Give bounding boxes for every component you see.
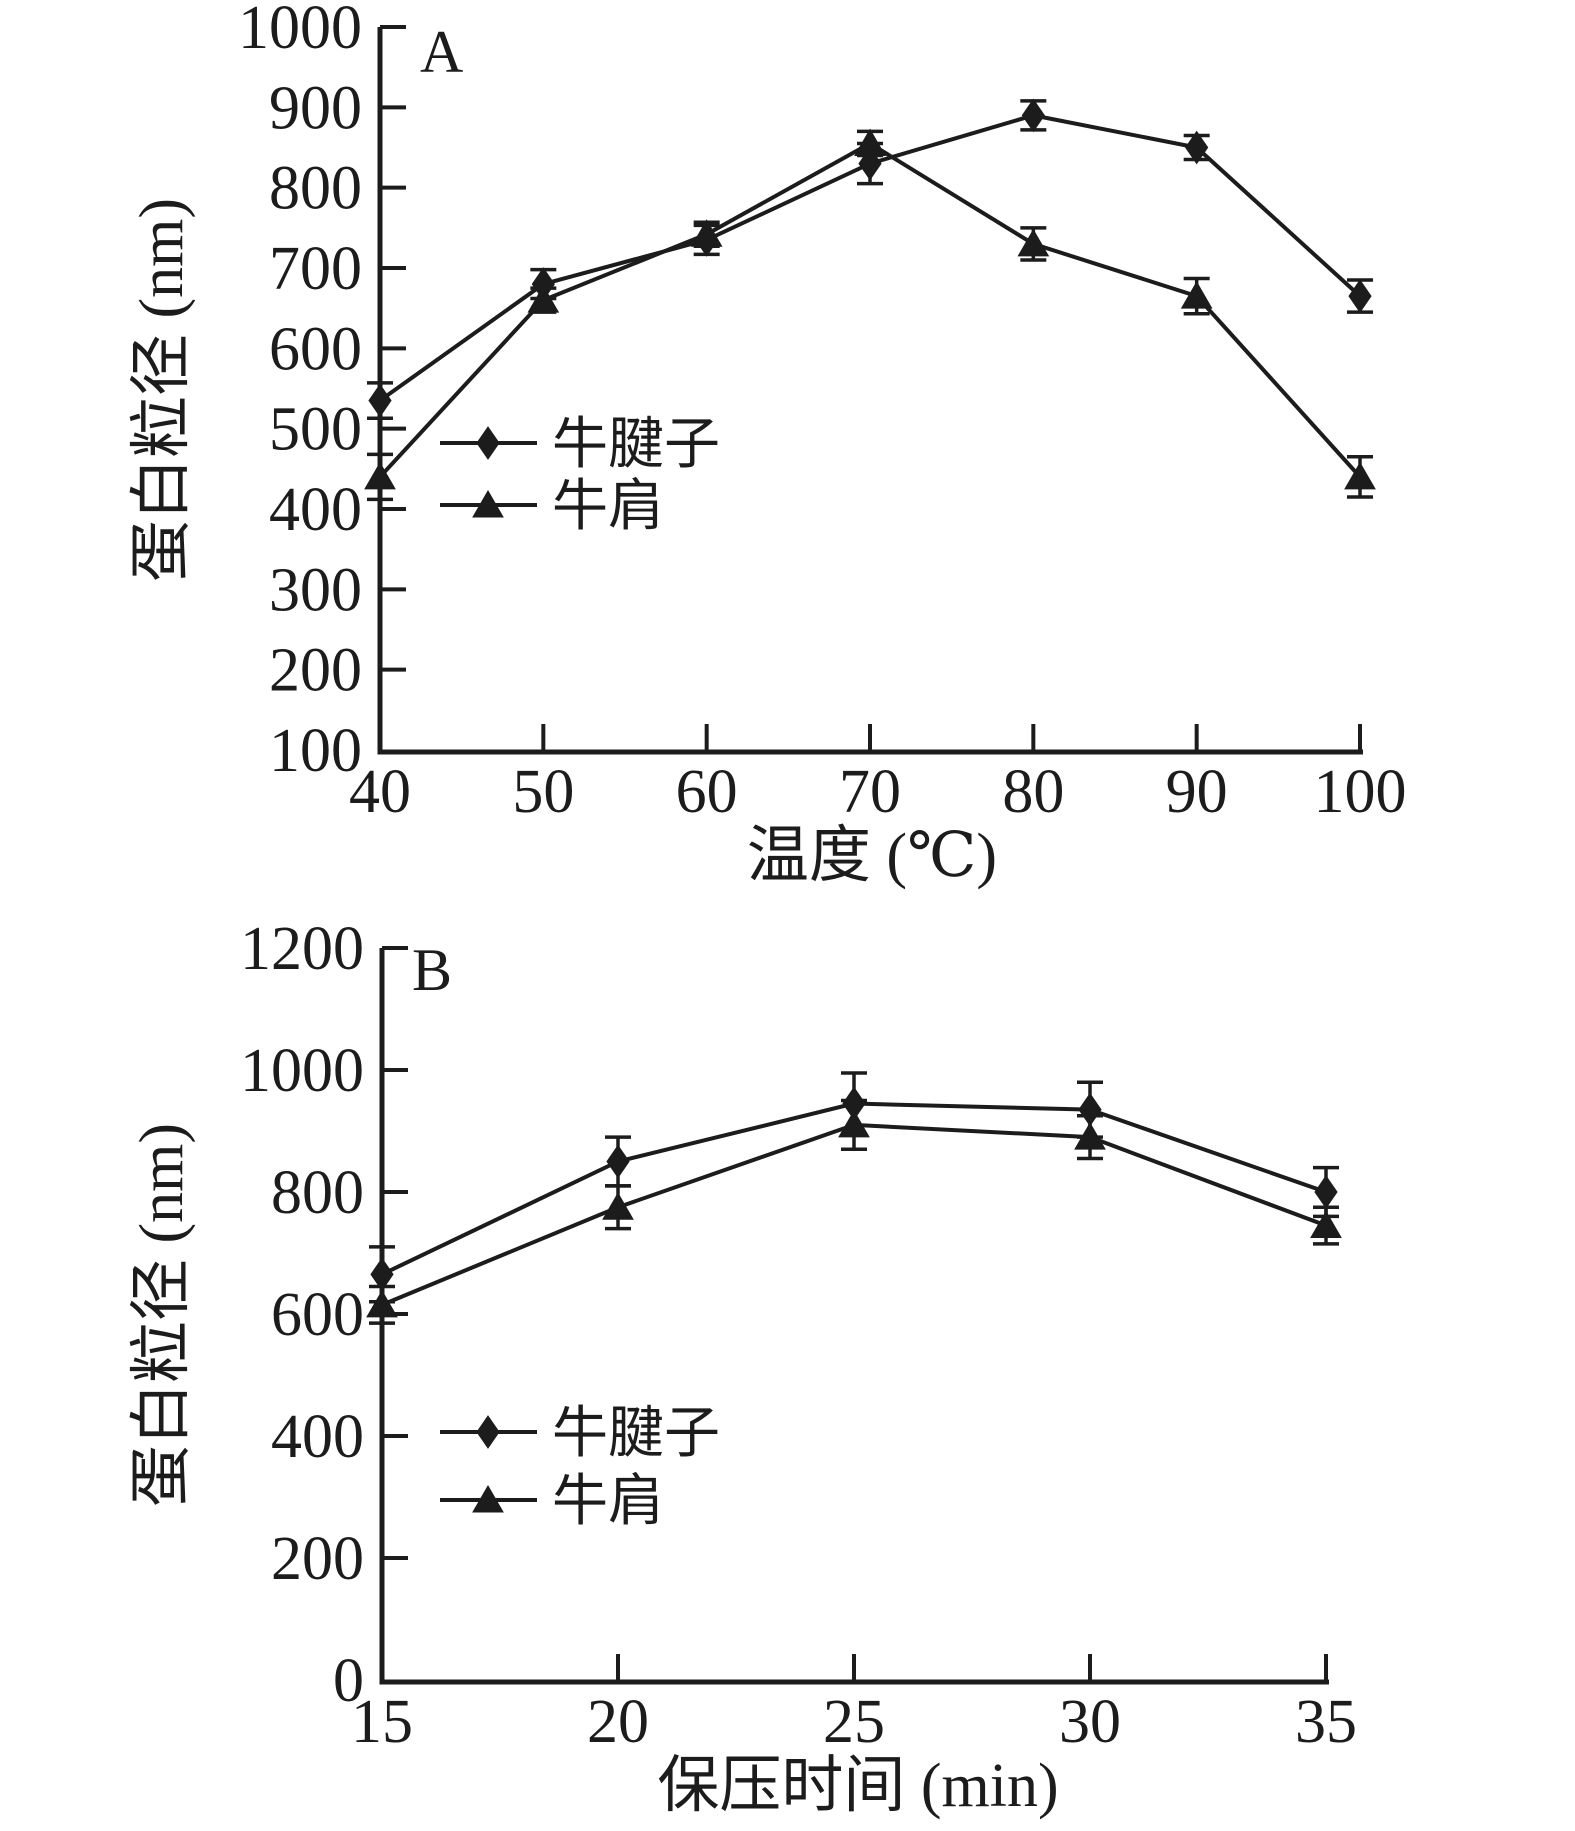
y-tick-label: 700	[269, 235, 362, 303]
triangle-marker-icon	[854, 128, 886, 156]
panel-B-series-1	[366, 1098, 1342, 1325]
diamond-marker-icon	[1314, 1175, 1338, 1209]
x-tick-label: 35	[1295, 1688, 1357, 1756]
x-tick-label: 40	[349, 758, 411, 826]
panel-A-legend-item-0: 牛腱子	[440, 414, 720, 476]
triangle-marker-icon	[838, 1109, 870, 1138]
y-tick-label: 900	[269, 74, 362, 142]
triangle-marker-icon	[602, 1192, 634, 1220]
diamond-marker-icon	[1348, 279, 1372, 313]
diamond-marker-icon	[476, 1415, 500, 1449]
triangle-marker-icon	[366, 1289, 398, 1318]
y-tick-label: 1200	[240, 915, 364, 983]
triangle-marker-icon	[1180, 281, 1213, 309]
panel-letter-A: A	[420, 19, 463, 85]
panel-B-axes	[379, 948, 1329, 1685]
x-axis-title: 保压时间 (min)	[657, 1752, 1058, 1820]
y-tick-label: 200	[271, 1525, 364, 1593]
y-axis-title: 蛋白粒径 (nm)	[128, 198, 196, 582]
legend-label: 牛腱子	[552, 414, 720, 476]
y-tick-label: 0	[333, 1647, 364, 1715]
diamond-marker-icon	[476, 426, 500, 460]
y-axis-title: 蛋白粒径 (nm)	[128, 1123, 196, 1507]
y-tick-label: 600	[269, 315, 362, 383]
x-tick-label: 60	[676, 758, 738, 826]
triangle-marker-icon	[472, 489, 504, 518]
y-tick-label: 400	[271, 1403, 364, 1471]
legend-label: 牛肩	[552, 1471, 664, 1533]
series-line-1	[381, 1122, 1327, 1307]
y-tick-label: 800	[271, 1159, 364, 1227]
x-tick-label: 90	[1166, 758, 1228, 826]
y-tick-label: 500	[269, 396, 362, 464]
x-tick-label: 70	[839, 758, 901, 826]
legend-label: 牛肩	[552, 476, 664, 538]
x-tick-label: 30	[1059, 1688, 1121, 1756]
triangle-marker-icon	[1310, 1210, 1342, 1239]
legend-label: 牛腱子	[552, 1403, 720, 1465]
panel-A-legend-item-1: 牛肩	[440, 476, 664, 538]
series-line-1	[378, 141, 1362, 479]
y-tick-label: 1000	[238, 0, 362, 62]
y-tick-label: 200	[269, 637, 362, 705]
panel-B-legend-item-0: 牛腱子	[440, 1403, 720, 1465]
diamond-marker-icon	[606, 1144, 630, 1179]
y-tick-label: 400	[269, 476, 362, 544]
triangle-marker-icon	[527, 285, 560, 313]
y-tick-label: 300	[269, 556, 362, 624]
x-axis-title: 温度 (℃)	[747, 822, 997, 890]
panel-A: 100 200 300 400 500 600 700 800 900 1000 40 50 60 70 8…	[128, 0, 1407, 890]
triangle-marker-icon	[1017, 228, 1050, 257]
x-tick-label: 100	[1314, 758, 1407, 826]
diamond-marker-icon	[368, 383, 392, 418]
triangle-marker-icon	[1074, 1122, 1106, 1150]
x-tick-label: 15	[351, 1688, 413, 1756]
y-tick-label: 100	[269, 717, 362, 785]
x-tick-label: 80	[1002, 758, 1064, 826]
panel-B-legend-item-1: 牛肩	[440, 1471, 664, 1533]
y-tick-label: 800	[269, 155, 362, 223]
x-tick-label: 20	[587, 1688, 649, 1756]
diamond-marker-icon	[1021, 98, 1045, 133]
triangle-marker-icon	[364, 461, 396, 490]
x-tick-label: 50	[512, 758, 574, 826]
panel-B: 0 200 400 600 800 1000 1200 15 20 25 30 35 保压时间 (min…	[128, 915, 1357, 1820]
panel-A-series-1	[364, 128, 1376, 502]
y-tick-label: 1000	[240, 1037, 364, 1105]
triangle-marker-icon	[690, 219, 723, 247]
triangle-marker-icon	[472, 1484, 504, 1513]
x-tick-label: 25	[823, 1688, 885, 1756]
triangle-marker-icon	[1344, 461, 1376, 490]
y-tick-label: 600	[271, 1281, 364, 1349]
panel-letter-B: B	[412, 937, 452, 1003]
diamond-marker-icon	[1185, 130, 1209, 165]
